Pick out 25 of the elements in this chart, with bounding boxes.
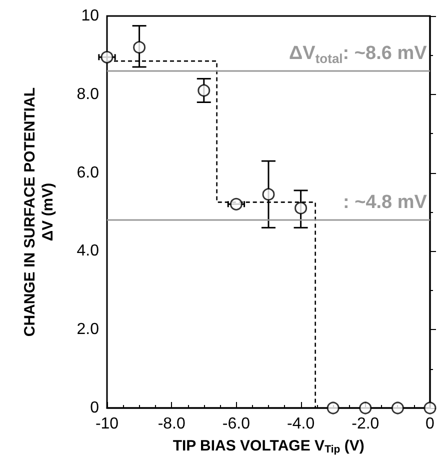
y-axis-title: CHANGE IN SURFACE POTENTIAL ΔV (mV): [22, 87, 56, 337]
x-tick-label: 0: [426, 416, 435, 432]
y-tick-label: 0: [90, 400, 100, 416]
x-tick-label: -2.0: [352, 416, 380, 432]
x-tick-label: -6.0: [222, 416, 250, 432]
ref-line-label: ΔV$_{total}$: ~8.6 mV: [289, 42, 427, 66]
y-tick-label: 6.0: [76, 164, 100, 182]
y-tick-label: 10: [81, 8, 100, 24]
point: [424, 402, 436, 414]
point: [100, 50, 114, 64]
point: [262, 188, 275, 201]
ref-line-label: : ~4.8 mV: [343, 192, 427, 213]
x-tick-label: -10: [95, 416, 119, 432]
point: [294, 202, 308, 214]
point: [133, 41, 146, 54]
point: [230, 198, 242, 210]
point: [359, 402, 372, 414]
y-tick-label: 2.0: [76, 321, 100, 338]
y-tick-label: 4.0: [76, 242, 100, 260]
point: [198, 84, 210, 97]
point: [391, 402, 404, 414]
y-tick-label: 8.0: [76, 86, 100, 103]
x-tick-label: -8.0: [158, 416, 186, 432]
point: [326, 402, 340, 414]
x-tick-label: -4.0: [287, 416, 315, 432]
